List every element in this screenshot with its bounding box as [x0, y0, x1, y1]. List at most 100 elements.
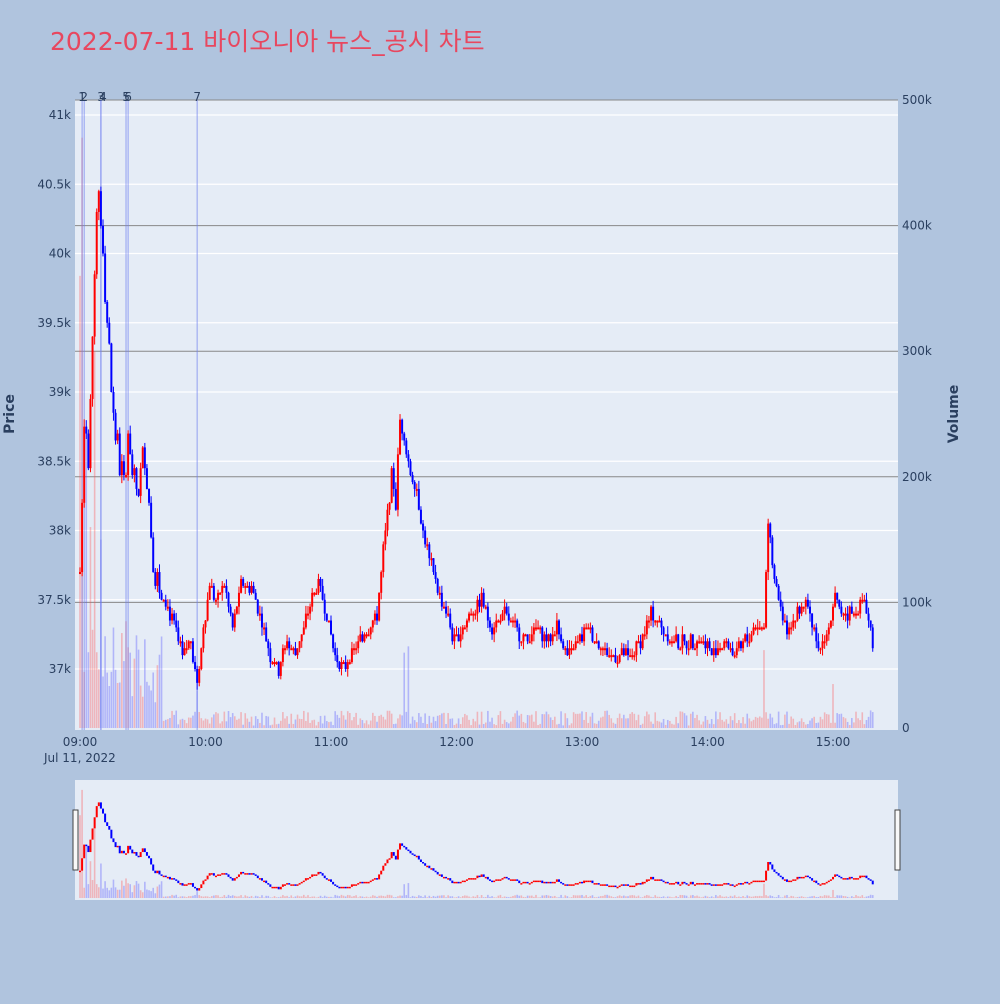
slider-candle	[359, 882, 361, 884]
volume-bar	[106, 673, 108, 728]
range-slider-left-handle[interactable]	[73, 810, 78, 870]
slider-candle	[386, 860, 388, 864]
candle-body	[89, 399, 91, 468]
slider-candle	[303, 881, 305, 883]
volume-bar	[167, 719, 169, 728]
candle-body	[244, 586, 246, 588]
slider-candle	[723, 883, 725, 885]
slider-volume-bar	[102, 889, 104, 898]
candle-body	[677, 634, 679, 648]
slider-volume-bar	[638, 896, 640, 898]
volume-bar	[581, 711, 583, 728]
slider-candle	[853, 878, 855, 880]
volume-bar	[466, 715, 468, 728]
slider-volume-bar	[175, 895, 177, 898]
candle-body	[491, 627, 493, 634]
volume-bar	[259, 723, 261, 728]
volume-bar	[792, 719, 794, 728]
slider-candle	[179, 883, 181, 885]
volume-bar	[510, 722, 512, 728]
slider-candle	[855, 878, 857, 880]
slider-candle	[529, 883, 531, 885]
slider-volume-bar	[238, 896, 240, 898]
candle-body	[851, 607, 853, 614]
slider-candle	[602, 884, 604, 886]
slider-candle	[631, 886, 633, 888]
candle-body	[585, 627, 587, 629]
slider-candle	[784, 879, 786, 881]
volume-bar	[774, 724, 776, 728]
slider-candle	[288, 883, 290, 885]
candle-body	[845, 614, 847, 616]
slider-volume-bar	[85, 845, 87, 898]
slider-volume-bar	[410, 897, 412, 898]
volume-bar	[552, 720, 554, 728]
slider-volume-bar	[753, 897, 755, 898]
slider-candle	[205, 879, 207, 881]
candle-body	[602, 648, 604, 650]
slider-candle	[177, 881, 179, 883]
candle-body	[730, 648, 732, 650]
slider-candle	[686, 883, 688, 885]
slider-volume-bar	[412, 896, 414, 898]
volume-bar	[472, 719, 474, 728]
volume-bar	[763, 650, 765, 728]
slider-candle	[780, 876, 782, 878]
candle-body	[790, 627, 792, 629]
volume-bar	[696, 715, 698, 728]
volume-bar	[391, 714, 393, 728]
time-tick-label: 09:00	[63, 735, 98, 749]
candle-body	[248, 586, 250, 593]
candle-body	[368, 634, 370, 636]
slider-candle	[121, 851, 123, 853]
slider-volume-bar	[613, 897, 615, 898]
volume-bar	[813, 717, 815, 728]
volume-bar	[857, 718, 859, 728]
candle-body	[340, 662, 342, 669]
slider-candle	[343, 887, 345, 889]
volume-bar	[518, 716, 520, 728]
plot-area[interactable]	[75, 100, 898, 730]
candle-body	[619, 655, 621, 662]
volume-bar	[698, 720, 700, 728]
volume-bar	[650, 722, 652, 728]
volume-bar	[435, 721, 437, 728]
volume-bar	[113, 628, 115, 728]
volume-bar	[640, 725, 642, 728]
volume-bar	[385, 720, 387, 728]
candle-body	[468, 614, 470, 621]
volume-bar	[257, 719, 259, 728]
slider-volume-bar	[516, 895, 518, 898]
slider-candle	[506, 877, 508, 879]
volume-bar	[669, 721, 671, 728]
slider-volume-bar	[818, 897, 820, 898]
slider-candle	[248, 873, 250, 875]
volume-bar	[719, 712, 721, 728]
range-slider-background[interactable]	[75, 780, 898, 900]
slider-candle	[89, 840, 91, 852]
candle-body	[274, 662, 276, 664]
volume-bar	[853, 722, 855, 728]
slider-volume-bar	[180, 896, 182, 898]
candle-body	[198, 669, 200, 683]
range-slider-right-handle[interactable]	[895, 810, 900, 870]
candle-body	[135, 468, 137, 489]
volume-bar	[288, 724, 290, 728]
slider-candle	[374, 878, 376, 880]
slider-candle	[629, 886, 631, 888]
slider-volume-bar	[397, 896, 399, 898]
slider-volume-bar	[228, 895, 230, 898]
candle-body	[748, 641, 750, 643]
slider-volume-bar	[284, 896, 286, 898]
candle-body	[474, 614, 476, 616]
slider-volume-bar	[439, 896, 441, 898]
slider-candle	[587, 881, 589, 883]
volume-bar	[836, 713, 838, 728]
slider-candle	[608, 886, 610, 888]
volume-bar	[280, 721, 282, 728]
slider-volume-bar	[288, 897, 290, 898]
candle-body	[428, 544, 430, 558]
candle-body	[650, 607, 652, 621]
slider-candle	[393, 852, 395, 856]
candle-body	[221, 586, 223, 593]
